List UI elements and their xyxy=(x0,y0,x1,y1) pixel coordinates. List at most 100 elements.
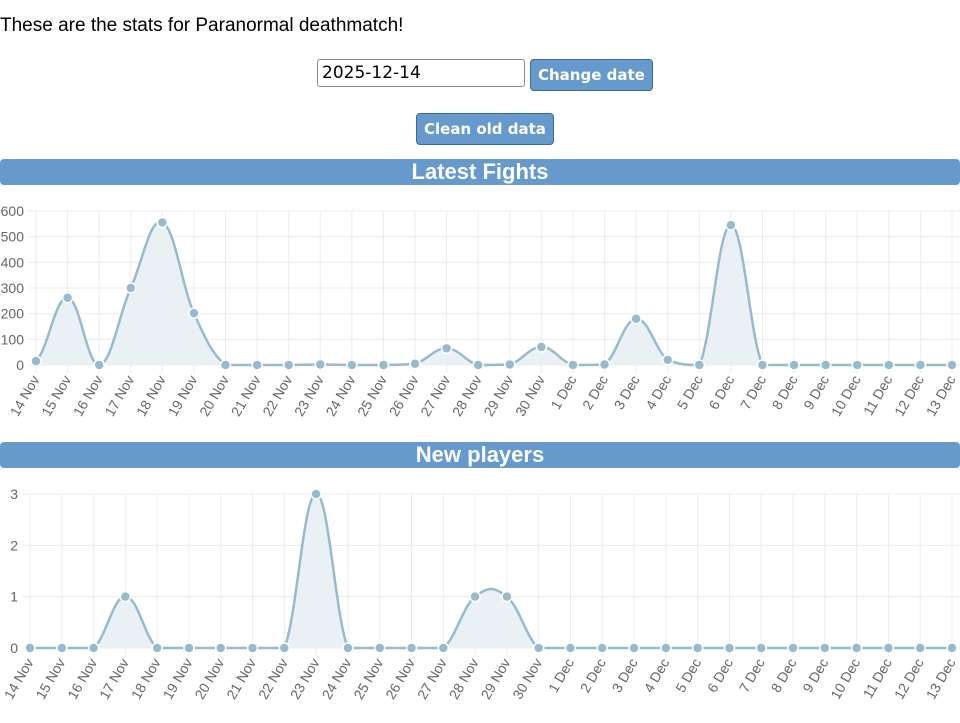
data-point xyxy=(660,642,672,654)
data-point xyxy=(282,359,295,371)
x-tick-label: 16 Nov xyxy=(70,373,106,419)
data-point xyxy=(914,359,927,371)
data-point xyxy=(56,642,68,654)
date-input[interactable] xyxy=(317,59,525,87)
x-tick-label: 3 Dec xyxy=(611,373,643,413)
data-point xyxy=(30,355,42,367)
x-tick-label: 23 Nov xyxy=(291,373,327,419)
data-point xyxy=(24,642,36,654)
data-point xyxy=(819,642,831,654)
data-point xyxy=(882,642,895,654)
x-tick-label: 1 Dec xyxy=(547,373,579,413)
x-tick-label: 28 Nov xyxy=(449,373,485,419)
data-point xyxy=(409,357,421,370)
data-point xyxy=(501,590,513,603)
data-point xyxy=(472,359,484,371)
x-tick-label: 8 Dec xyxy=(769,373,801,413)
x-tick-label: 15 Nov xyxy=(32,656,68,702)
data-point xyxy=(532,642,545,654)
x-tick-label: 22 Nov xyxy=(259,373,295,419)
x-tick-label: 5 Dec xyxy=(674,373,706,413)
data-point xyxy=(628,642,640,654)
y-tick-label: 100 xyxy=(1,331,25,347)
x-tick-label: 12 Dec xyxy=(891,373,927,419)
x-tick-label: 19 Nov xyxy=(160,656,196,702)
x-tick-label: 13 Dec xyxy=(923,373,959,419)
x-tick-label: 9 Dec xyxy=(799,656,831,696)
x-tick-label: 4 Dec xyxy=(640,656,672,696)
x-tick-label: 21 Nov xyxy=(223,656,259,702)
data-point xyxy=(437,642,450,654)
y-tick-label: 2 xyxy=(10,537,18,553)
x-tick-label: 27 Nov xyxy=(414,656,450,702)
x-tick-label: 26 Nov xyxy=(386,373,422,419)
x-tick-label: 8 Dec xyxy=(767,656,799,696)
series-area xyxy=(36,222,952,365)
data-point xyxy=(314,358,327,371)
data-point xyxy=(756,359,769,371)
new-players-header: New players xyxy=(0,442,960,468)
x-tick-label: 23 Nov xyxy=(287,656,323,702)
data-point xyxy=(151,642,163,654)
x-tick-label: 27 Nov xyxy=(417,373,453,419)
x-tick-label: 26 Nov xyxy=(382,656,418,702)
data-point xyxy=(850,642,863,654)
x-tick-label: 19 Nov xyxy=(164,373,200,419)
x-tick-label: 25 Nov xyxy=(350,656,386,702)
x-tick-label: 2 Dec xyxy=(577,656,609,696)
x-tick-label: 13 Dec xyxy=(923,656,959,702)
x-tick-label: 17 Nov xyxy=(96,656,132,702)
x-tick-label: 18 Nov xyxy=(133,373,169,419)
x-tick-label: 30 Nov xyxy=(512,373,548,419)
x-tick-label: 1 Dec xyxy=(545,656,577,696)
x-tick-label: 16 Nov xyxy=(64,656,100,702)
x-tick-label: 17 Nov xyxy=(101,373,137,419)
y-tick-label: 400 xyxy=(1,254,25,270)
x-tick-label: 29 Nov xyxy=(480,373,516,419)
x-tick-label: 24 Nov xyxy=(322,373,358,419)
data-point xyxy=(504,358,516,371)
data-point xyxy=(342,642,354,654)
data-point xyxy=(693,359,706,371)
change-date-button[interactable]: Change date xyxy=(530,59,653,91)
data-point xyxy=(93,359,105,371)
y-tick-label: 600 xyxy=(1,203,25,219)
x-tick-label: 22 Nov xyxy=(255,656,291,702)
data-point xyxy=(310,488,322,500)
x-tick-label: 9 Dec xyxy=(800,373,832,413)
data-point xyxy=(725,219,737,231)
data-point xyxy=(946,642,958,654)
intro-text: These are the stats for Paranormal death… xyxy=(0,15,404,36)
data-point xyxy=(567,359,579,371)
x-tick-label: 4 Dec xyxy=(642,373,674,413)
data-point xyxy=(755,642,767,654)
data-point xyxy=(535,341,548,353)
x-tick-label: 6 Dec xyxy=(705,373,737,413)
x-tick-label: 14 Nov xyxy=(1,656,37,702)
data-point xyxy=(377,359,390,371)
data-point xyxy=(469,590,481,603)
data-point xyxy=(598,358,611,371)
x-tick-label: 20 Nov xyxy=(196,373,232,419)
x-tick-label: 7 Dec xyxy=(736,656,768,696)
data-point xyxy=(405,642,418,654)
data-point xyxy=(440,342,453,355)
date-controls: Change date xyxy=(317,59,653,91)
data-point xyxy=(125,282,137,294)
x-tick-label: 14 Nov xyxy=(7,373,43,419)
x-tick-label: 28 Nov xyxy=(446,656,482,702)
data-point xyxy=(564,642,577,654)
x-tick-label: 7 Dec xyxy=(737,373,769,413)
x-tick-label: 30 Nov xyxy=(509,656,545,702)
data-point xyxy=(946,359,958,371)
data-point xyxy=(246,642,259,654)
x-tick-label: 21 Nov xyxy=(228,373,264,419)
x-tick-label: 29 Nov xyxy=(477,656,513,702)
x-tick-label: 6 Dec xyxy=(704,656,736,696)
data-point xyxy=(596,642,609,654)
x-tick-label: 10 Dec xyxy=(828,373,864,419)
clean-old-data-button[interactable]: Clean old data xyxy=(416,113,554,145)
data-point xyxy=(346,359,358,371)
data-point xyxy=(723,642,736,654)
